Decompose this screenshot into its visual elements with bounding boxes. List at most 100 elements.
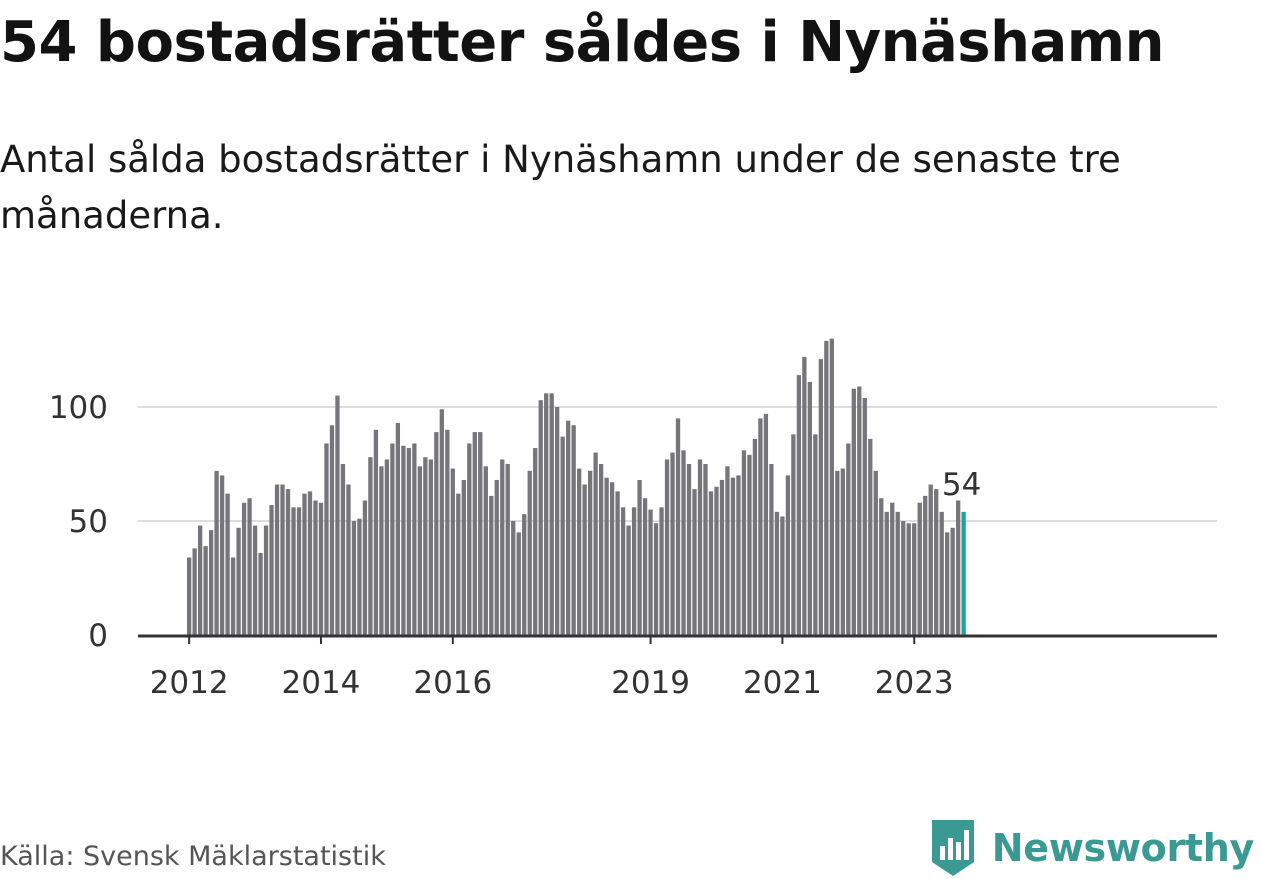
- bar: [857, 386, 862, 635]
- bar: [697, 459, 703, 635]
- bar: [538, 400, 543, 635]
- bar: [247, 498, 252, 635]
- bar-highlight: [961, 511, 966, 635]
- bar: [670, 452, 675, 635]
- bar: [769, 464, 774, 635]
- bar: [719, 479, 725, 635]
- bar: [780, 516, 785, 635]
- bar: [516, 532, 521, 635]
- bar: [890, 502, 895, 635]
- bar: [736, 475, 741, 635]
- bar: [939, 511, 944, 635]
- bar: [483, 466, 488, 635]
- x-tick-label: 2021: [743, 665, 822, 701]
- bar: [917, 502, 922, 635]
- bar: [379, 466, 384, 635]
- highlight-value-label: 54: [942, 467, 981, 503]
- bar: [428, 459, 433, 635]
- bar: [340, 464, 346, 635]
- bar: [763, 413, 769, 635]
- bar: [296, 507, 302, 635]
- bar: [758, 418, 763, 635]
- x-axis-ticks: 2012 2014 2016 2019 2021 2023: [150, 635, 954, 701]
- bar: [582, 484, 587, 635]
- bar: [467, 443, 472, 635]
- bar: [555, 407, 560, 635]
- y-tick-label: 100: [49, 390, 108, 426]
- bar: [604, 477, 609, 635]
- source-note: Källa: Svensk Mäklarstatistik: [0, 841, 386, 872]
- bars: [187, 338, 966, 635]
- bar: [840, 468, 845, 635]
- bar: [747, 454, 752, 635]
- bar: [791, 434, 796, 635]
- bar: [692, 489, 697, 635]
- bar: [434, 432, 439, 635]
- bar: [813, 434, 818, 635]
- bar: [472, 432, 477, 635]
- y-tick-label: 0: [88, 618, 108, 654]
- bar: [230, 557, 236, 635]
- bar: [478, 432, 483, 635]
- bar: [571, 425, 576, 635]
- bar: [664, 459, 670, 635]
- bar: [219, 475, 225, 635]
- bar: [346, 484, 351, 635]
- bar: [258, 552, 263, 635]
- bar: [577, 468, 582, 635]
- bar: [868, 438, 873, 635]
- bar: [752, 438, 758, 635]
- bar: [928, 484, 933, 635]
- bar: [329, 425, 335, 635]
- bar: [324, 443, 329, 635]
- bar: [417, 466, 423, 635]
- bar: [445, 429, 450, 635]
- bar: [879, 498, 884, 635]
- bar: [280, 484, 285, 635]
- bar: [923, 495, 928, 635]
- bar: [494, 479, 499, 635]
- bar: [873, 470, 878, 635]
- bar: [620, 507, 626, 635]
- bar: [598, 464, 604, 635]
- bar: [384, 459, 390, 635]
- bar: [945, 532, 950, 635]
- bar: [236, 527, 241, 635]
- brand-logo[interactable]: Newsworthy: [928, 818, 1254, 878]
- x-tick-label: 2019: [611, 665, 690, 701]
- bar: [895, 511, 900, 635]
- bar: [203, 546, 208, 635]
- bar: [313, 500, 318, 635]
- bar: [357, 518, 362, 635]
- bar: [862, 397, 867, 635]
- bar: [362, 500, 368, 635]
- bar: [439, 409, 444, 635]
- bar: [549, 393, 554, 635]
- bar: [302, 493, 307, 635]
- bar: [653, 523, 659, 635]
- bar: [587, 470, 593, 635]
- bar: [208, 530, 214, 635]
- bar: [631, 507, 637, 635]
- bar: [950, 527, 955, 635]
- y-axis-ticks: 0 50 100: [49, 390, 108, 654]
- bar: [912, 523, 917, 635]
- bar: [851, 388, 856, 635]
- bar: [593, 452, 598, 635]
- bar: [456, 493, 461, 635]
- y-tick-label: 50: [69, 504, 108, 540]
- bar: [500, 459, 505, 635]
- bar: [187, 557, 192, 635]
- bar: [901, 521, 906, 635]
- bar: [252, 525, 258, 635]
- bar: [615, 491, 620, 635]
- bar: [412, 443, 417, 635]
- bar: [686, 464, 692, 635]
- bar: [522, 514, 527, 635]
- bar: [560, 436, 565, 635]
- bar: [708, 491, 714, 635]
- bar: [659, 507, 664, 635]
- bar: [269, 505, 274, 635]
- x-tick-label: 2023: [875, 665, 954, 701]
- bar: [796, 375, 802, 635]
